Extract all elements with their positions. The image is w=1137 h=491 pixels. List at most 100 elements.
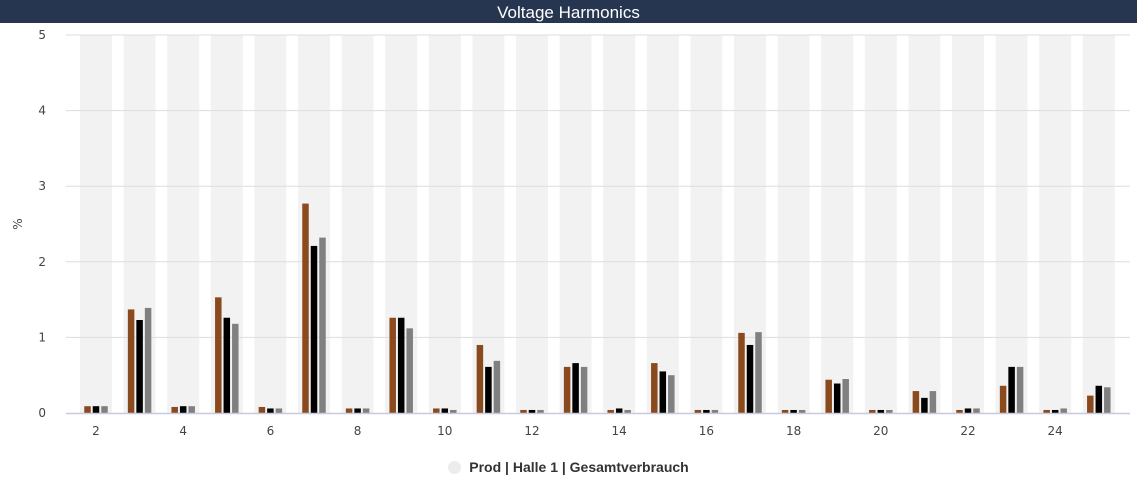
bar	[668, 375, 675, 413]
legend-label[interactable]: Prod | Halle 1 | Gesamtverbrauch	[469, 459, 689, 475]
x-tick-label: 4	[179, 424, 187, 438]
bar	[389, 317, 396, 413]
category-band	[1082, 35, 1115, 413]
bar	[651, 363, 658, 413]
category-band	[559, 35, 592, 413]
category-band	[995, 35, 1028, 413]
category-band	[908, 35, 941, 413]
x-tick-label: 2	[92, 424, 100, 438]
y-tick-label: 1	[38, 330, 46, 344]
chart-title: Voltage Harmonics	[0, 0, 1137, 23]
bar	[1087, 395, 1094, 413]
bar	[790, 409, 797, 413]
bar	[825, 379, 832, 413]
bar	[319, 237, 326, 413]
bar	[711, 409, 719, 413]
bar	[921, 397, 928, 413]
x-tick-label: 6	[267, 424, 275, 438]
category-band	[167, 35, 200, 413]
category-band	[777, 35, 810, 413]
bar	[1095, 385, 1103, 413]
bar	[310, 245, 318, 413]
bar	[781, 409, 789, 413]
bar	[929, 391, 937, 413]
bar	[215, 297, 222, 413]
bar	[136, 320, 143, 413]
x-tick-label: 16	[699, 424, 714, 438]
bar	[956, 409, 963, 413]
bar	[973, 408, 980, 413]
bar	[738, 332, 745, 413]
bar	[441, 408, 449, 413]
bar	[84, 406, 91, 413]
bar	[798, 409, 806, 413]
x-tick-label: 18	[786, 424, 801, 438]
x-tick-label: 10	[437, 424, 452, 438]
x-tick-label: 20	[873, 424, 888, 438]
bar	[1016, 366, 1024, 413]
bar	[275, 408, 283, 413]
legend-marker[interactable]	[448, 461, 462, 474]
category-band	[254, 35, 287, 413]
bar	[912, 391, 920, 413]
y-tick-label: 5	[38, 28, 46, 42]
bar	[694, 409, 702, 413]
bar	[302, 203, 309, 413]
bar	[563, 366, 571, 413]
category-band	[864, 35, 897, 413]
category-band	[821, 35, 854, 413]
bar	[580, 366, 588, 413]
bar	[528, 409, 536, 413]
category-band	[516, 35, 548, 413]
x-tick-label: 8	[354, 424, 362, 438]
bar	[607, 409, 614, 413]
bar	[833, 383, 841, 413]
bar	[232, 323, 239, 413]
legend[interactable]: Prod | Halle 1 | Gesamtverbrauch	[0, 459, 1137, 475]
bar	[406, 328, 413, 413]
bar	[362, 408, 370, 413]
y-tick-label: 0	[38, 406, 46, 420]
bar	[188, 406, 195, 413]
bar	[572, 363, 579, 413]
bar	[537, 409, 544, 413]
bar	[345, 408, 353, 413]
bar	[659, 371, 667, 413]
bar	[869, 409, 876, 413]
bar	[354, 408, 361, 413]
y-tick-label: 4	[38, 104, 46, 118]
bar	[179, 406, 187, 413]
category-band	[646, 35, 679, 413]
x-tick-label: 14	[612, 424, 627, 438]
bar	[476, 344, 484, 413]
bar	[877, 409, 885, 413]
x-tick-label: 22	[960, 424, 975, 438]
bar	[397, 317, 405, 413]
y-tick-label: 2	[38, 255, 46, 269]
bar	[964, 408, 972, 413]
bar	[1060, 408, 1067, 413]
bar	[92, 406, 100, 413]
bar	[520, 409, 527, 413]
bar	[1043, 409, 1050, 413]
bar	[1008, 366, 1015, 413]
category-band	[428, 35, 461, 413]
bar	[433, 408, 440, 413]
bar	[223, 317, 231, 413]
bar	[886, 409, 893, 413]
bar	[842, 378, 849, 413]
bar	[746, 344, 754, 413]
bar	[1051, 409, 1059, 413]
y-tick-label: 3	[38, 179, 46, 193]
bar	[999, 385, 1007, 413]
y-axis-label: %	[11, 218, 25, 229]
bar	[171, 406, 178, 413]
bar	[703, 409, 710, 413]
bar	[267, 408, 274, 413]
x-tick-label: 24	[1048, 424, 1063, 438]
category-band	[341, 35, 374, 413]
bar	[615, 408, 623, 413]
bar	[450, 409, 457, 413]
category-band	[80, 35, 112, 413]
